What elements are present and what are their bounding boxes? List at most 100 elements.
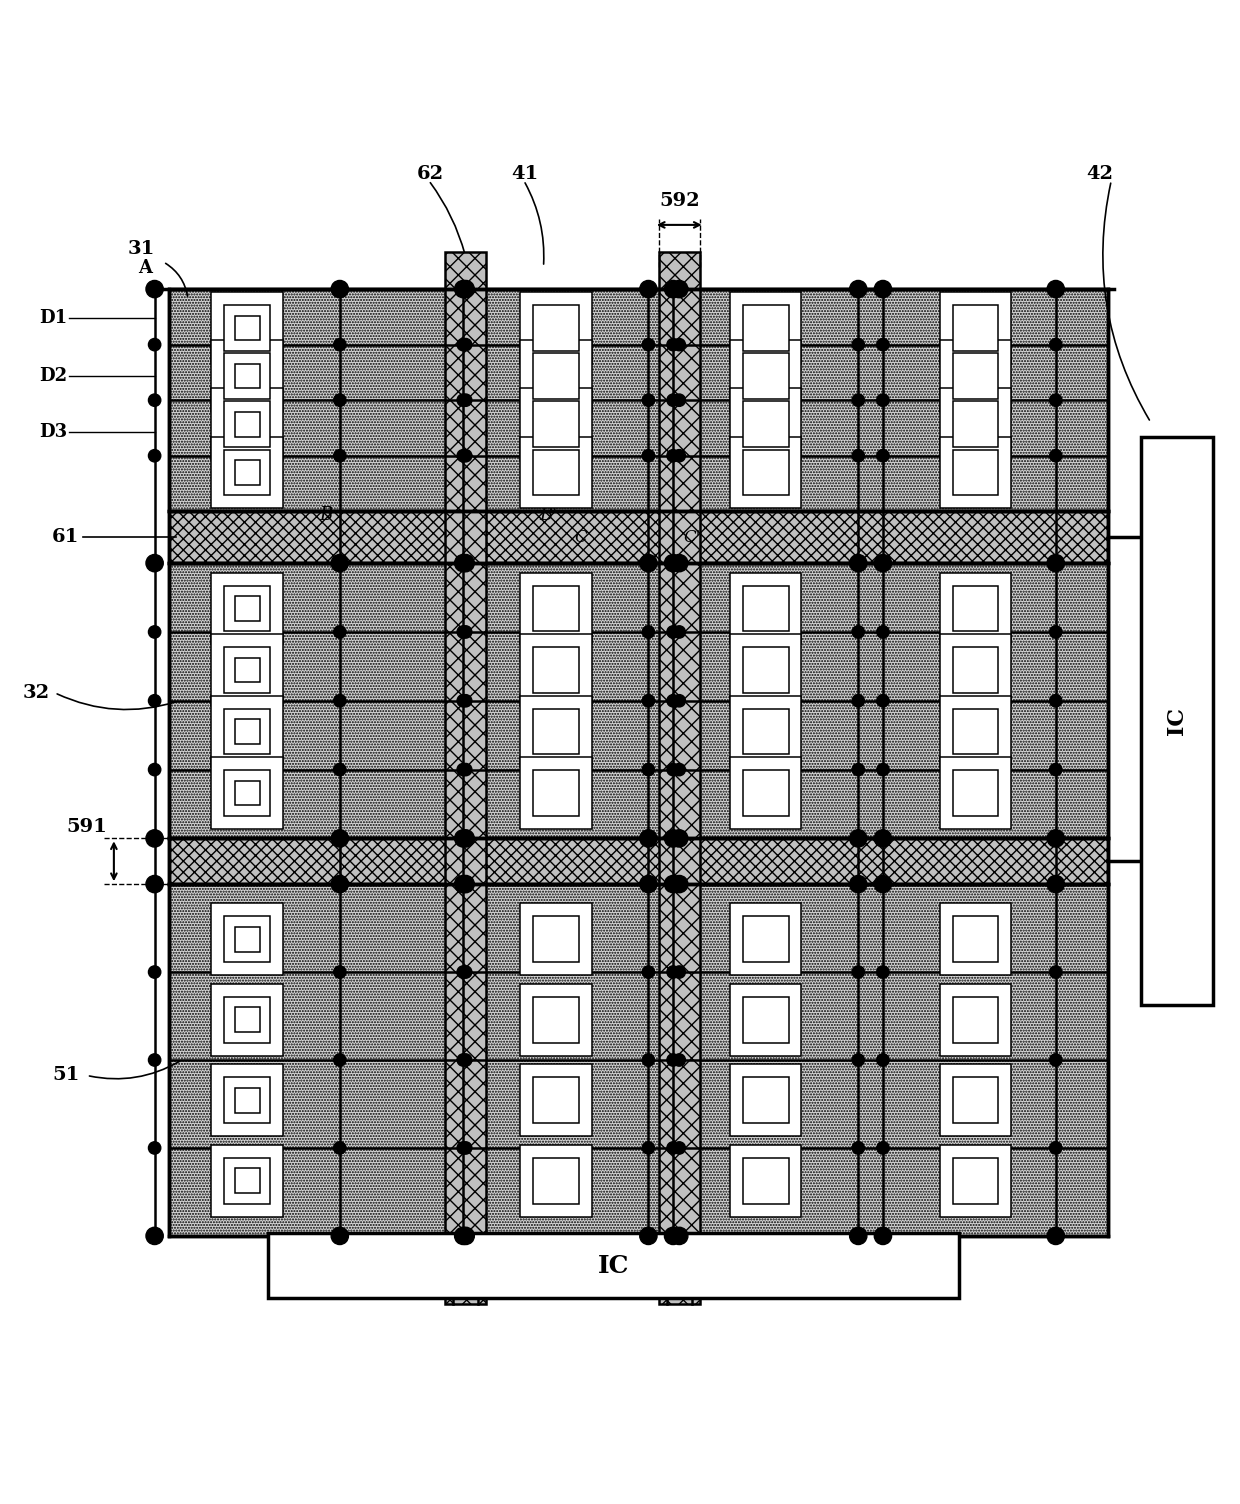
Bar bbox=[940, 1145, 1012, 1217]
Bar bbox=[730, 292, 801, 364]
Circle shape bbox=[671, 280, 688, 298]
Bar bbox=[234, 596, 259, 621]
Bar bbox=[234, 316, 259, 340]
Bar bbox=[940, 696, 1012, 767]
Bar bbox=[952, 353, 998, 399]
Circle shape bbox=[673, 695, 686, 707]
Circle shape bbox=[667, 394, 680, 406]
Bar bbox=[730, 757, 801, 829]
Circle shape bbox=[149, 764, 161, 776]
Circle shape bbox=[673, 338, 686, 350]
Bar bbox=[743, 708, 789, 755]
Circle shape bbox=[149, 695, 161, 707]
Bar bbox=[952, 708, 998, 755]
Bar bbox=[952, 450, 998, 495]
Bar bbox=[730, 904, 801, 975]
Circle shape bbox=[642, 1054, 655, 1066]
Bar bbox=[211, 388, 283, 460]
Bar bbox=[211, 573, 283, 644]
Circle shape bbox=[146, 555, 164, 572]
Circle shape bbox=[149, 394, 161, 406]
Circle shape bbox=[334, 966, 346, 978]
Circle shape bbox=[671, 1227, 688, 1244]
Circle shape bbox=[673, 966, 686, 978]
Bar bbox=[211, 757, 283, 829]
Bar bbox=[533, 353, 579, 399]
Circle shape bbox=[458, 626, 470, 638]
Bar bbox=[224, 353, 270, 399]
Bar bbox=[224, 1158, 270, 1203]
Bar bbox=[743, 997, 789, 1042]
Circle shape bbox=[667, 450, 680, 462]
Circle shape bbox=[1049, 764, 1061, 776]
Circle shape bbox=[458, 555, 475, 572]
Circle shape bbox=[852, 338, 864, 350]
Circle shape bbox=[146, 875, 164, 893]
Circle shape bbox=[671, 555, 688, 572]
Circle shape bbox=[458, 394, 470, 406]
Bar bbox=[533, 402, 579, 447]
Text: A: A bbox=[138, 259, 151, 277]
Bar bbox=[211, 292, 283, 364]
Circle shape bbox=[149, 626, 161, 638]
Circle shape bbox=[852, 450, 864, 462]
Text: 591: 591 bbox=[67, 818, 108, 836]
Bar bbox=[445, 1236, 486, 1304]
Circle shape bbox=[458, 966, 470, 978]
Bar bbox=[533, 770, 579, 815]
Text: 592: 592 bbox=[658, 193, 699, 211]
Circle shape bbox=[331, 280, 348, 298]
Bar bbox=[940, 757, 1012, 829]
Circle shape bbox=[877, 695, 889, 707]
Bar bbox=[234, 781, 259, 805]
Circle shape bbox=[640, 875, 657, 893]
Bar bbox=[730, 340, 801, 412]
Circle shape bbox=[642, 695, 655, 707]
Circle shape bbox=[146, 280, 164, 298]
Bar bbox=[520, 1065, 591, 1136]
Circle shape bbox=[877, 338, 889, 350]
Bar bbox=[533, 305, 579, 350]
Text: 42: 42 bbox=[1086, 165, 1114, 183]
Bar bbox=[234, 926, 259, 952]
Circle shape bbox=[458, 764, 470, 776]
Circle shape bbox=[665, 280, 682, 298]
Circle shape bbox=[874, 555, 892, 572]
Circle shape bbox=[334, 450, 346, 462]
Bar bbox=[940, 904, 1012, 975]
Circle shape bbox=[667, 1142, 680, 1154]
Circle shape bbox=[331, 1227, 348, 1244]
Circle shape bbox=[149, 1054, 161, 1066]
Bar bbox=[211, 1065, 283, 1136]
Bar bbox=[952, 916, 998, 963]
Bar bbox=[520, 436, 591, 508]
Circle shape bbox=[640, 555, 657, 572]
Circle shape bbox=[1047, 1227, 1064, 1244]
Text: 31: 31 bbox=[128, 241, 155, 259]
Circle shape bbox=[1047, 875, 1064, 893]
Bar bbox=[940, 388, 1012, 460]
Bar bbox=[520, 757, 591, 829]
Bar bbox=[940, 984, 1012, 1056]
Circle shape bbox=[667, 966, 680, 978]
Bar bbox=[658, 1236, 699, 1304]
Circle shape bbox=[642, 966, 655, 978]
Bar bbox=[743, 587, 789, 632]
Bar bbox=[730, 573, 801, 644]
Circle shape bbox=[455, 830, 472, 847]
Bar bbox=[445, 289, 486, 1236]
Circle shape bbox=[460, 394, 472, 406]
Bar bbox=[730, 436, 801, 508]
Circle shape bbox=[673, 1054, 686, 1066]
Circle shape bbox=[460, 450, 472, 462]
Circle shape bbox=[667, 626, 680, 638]
Circle shape bbox=[460, 1142, 472, 1154]
Circle shape bbox=[852, 394, 864, 406]
Bar bbox=[940, 436, 1012, 508]
Circle shape bbox=[460, 626, 472, 638]
Circle shape bbox=[455, 1227, 472, 1244]
Bar bbox=[520, 292, 591, 364]
Bar bbox=[730, 1145, 801, 1217]
Bar bbox=[1141, 438, 1213, 1005]
Circle shape bbox=[334, 1142, 346, 1154]
